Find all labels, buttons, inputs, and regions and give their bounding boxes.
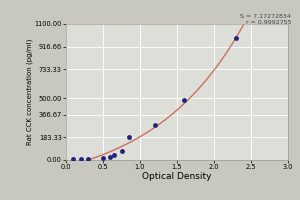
Text: S = 7.17272834
r = 0.9992755: S = 7.17272834 r = 0.9992755 bbox=[240, 14, 291, 25]
Y-axis label: Rat CCK concentration (pg/ml): Rat CCK concentration (pg/ml) bbox=[27, 39, 33, 145]
X-axis label: Optical Density: Optical Density bbox=[142, 172, 212, 181]
